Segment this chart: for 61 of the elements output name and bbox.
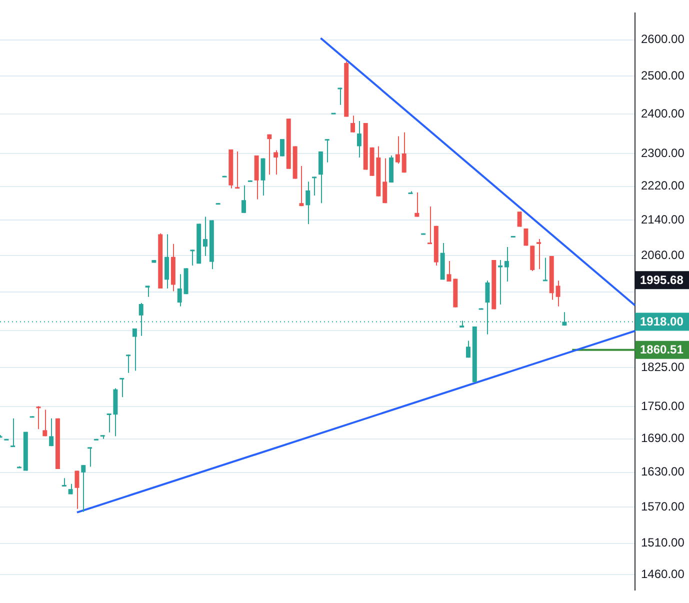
candlestick — [318, 150, 323, 204]
y-tick-label: 2400.00 — [641, 106, 685, 120]
candlestick — [145, 285, 150, 298]
candlestick — [395, 136, 400, 164]
candlestick — [203, 216, 208, 256]
candlestick — [42, 409, 48, 437]
candlestick — [517, 211, 522, 228]
candlestick — [524, 228, 528, 246]
y-tick-label: 2220.00 — [641, 178, 685, 193]
candlestick — [49, 418, 54, 447]
candlestick — [414, 192, 420, 218]
y-tick-label: 2600.00 — [641, 32, 685, 46]
y-tick-label: 1630.00 — [641, 464, 685, 479]
y-tick-label: 1750.00 — [641, 398, 685, 413]
y-tick-label: 1570.00 — [641, 499, 685, 514]
ref-line-label: 1918.00 — [640, 314, 684, 329]
y-tick-label: 2500.00 — [641, 68, 685, 83]
candlestick — [324, 138, 330, 163]
candlestick — [10, 418, 16, 448]
y-tick-label: 2300.00 — [641, 146, 685, 160]
y-tick-label: 1825.00 — [641, 360, 685, 374]
candlestick — [260, 158, 266, 196]
candlestick — [74, 470, 80, 510]
y-tick-label: 1690.00 — [641, 431, 685, 446]
candlestick — [338, 87, 342, 106]
candlestick — [274, 150, 278, 176]
candlestick — [382, 158, 388, 204]
y-tick-label: 2140.00 — [641, 212, 685, 227]
candlestick — [177, 274, 182, 307]
candlestick — [68, 483, 73, 495]
y-tick-label: 1460.00 — [641, 566, 685, 581]
candlestick — [36, 406, 41, 430]
candlestick — [190, 249, 195, 266]
candlestick — [466, 340, 470, 358]
candlestick — [312, 176, 317, 196]
candlestick — [356, 120, 362, 158]
candlestick — [350, 115, 356, 133]
candlestick — [81, 464, 86, 512]
candlestick — [267, 134, 272, 176]
candlestick — [88, 446, 92, 468]
candlestick — [280, 138, 284, 157]
candlestick — [241, 184, 246, 214]
ref-line-label: 1860.51 — [640, 342, 684, 357]
candlestick — [542, 257, 548, 282]
candlestick — [306, 181, 310, 225]
text: 1995.68 — [640, 272, 684, 287]
candlestick — [556, 280, 560, 307]
candlestick — [120, 377, 124, 398]
y-tick-label: 2060.00 — [641, 248, 685, 262]
candlestick — [428, 206, 432, 244]
candlestick — [402, 132, 406, 174]
candlestick — [132, 328, 137, 372]
candlestick — [126, 354, 131, 374]
candlestick — [235, 150, 240, 189]
candlestick — [446, 260, 452, 282]
candlestick — [164, 234, 170, 289]
y-tick-label: 1510.00 — [641, 536, 685, 550]
candlestick — [504, 246, 509, 282]
candlestick — [498, 260, 503, 305]
candlestick — [299, 166, 304, 207]
candlestick — [536, 238, 542, 270]
